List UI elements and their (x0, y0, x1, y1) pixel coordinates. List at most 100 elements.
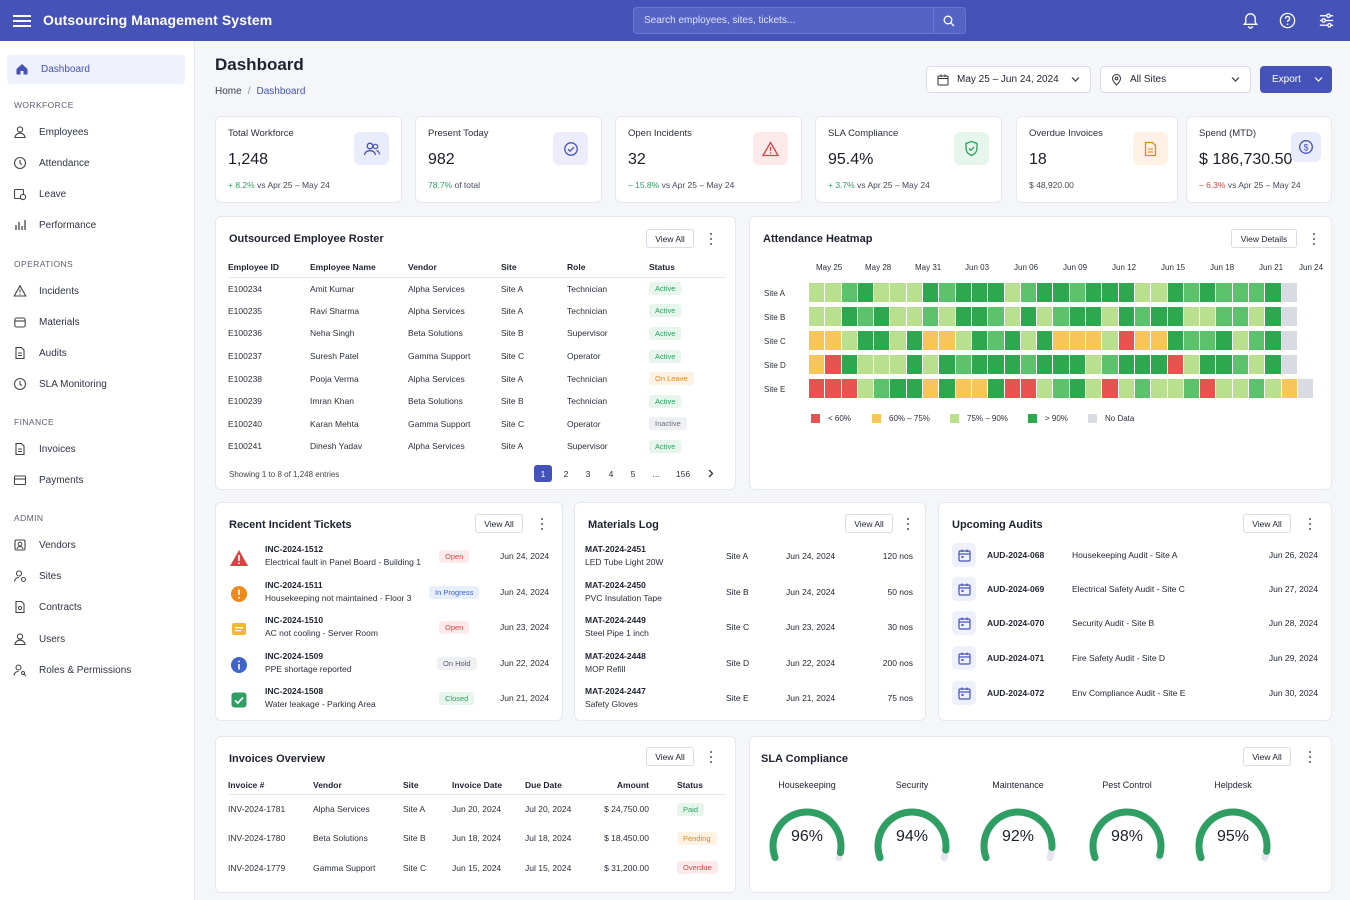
heatmap-cell[interactable] (1232, 331, 1249, 350)
heatmap-cell[interactable] (906, 379, 923, 398)
heatmap-cell[interactable] (1167, 379, 1183, 398)
sidebar-item-employees[interactable]: Employees (13, 122, 88, 142)
incident-item[interactable]: INC-2024-1511 Housekeeping not maintained… (228, 580, 558, 610)
audit-item[interactable]: AUD-2024-071 Fire Safety Audit - Site D Ju… (952, 646, 1320, 670)
heatmap-cell[interactable] (971, 379, 988, 398)
kpi-card-total-workforce[interactable]: Total Workforce 1,248 + 8.2% vs Apr 25 –… (215, 116, 402, 203)
heatmap-cell[interactable] (874, 379, 890, 398)
audit-item[interactable]: AUD-2024-070 Security Audit - Site B Jun 2… (952, 611, 1320, 635)
global-search[interactable] (633, 7, 966, 34)
material-item[interactable]: MAT-2024-2451 LED Tube Light 20W Site A Jun… (585, 544, 915, 574)
heatmap-cell[interactable] (1020, 283, 1037, 302)
heatmap-cell[interactable] (874, 307, 890, 326)
page-4-button[interactable]: 4 (608, 468, 614, 479)
heatmap-cell[interactable] (1118, 307, 1134, 326)
audit-item[interactable]: AUD-2024-072 Env Compliance Audit - Site … (952, 681, 1320, 705)
heatmap-cell[interactable] (1151, 283, 1167, 302)
heatmap-cell[interactable] (1281, 355, 1297, 374)
heatmap-cell[interactable] (874, 283, 890, 302)
date-range-picker[interactable]: May 25 – Jun 24, 2024 (926, 66, 1091, 93)
heatmap-cell[interactable] (1232, 379, 1249, 398)
heatmap-cell[interactable] (1118, 379, 1134, 398)
heatmap-cell[interactable] (971, 283, 988, 302)
page-2-button[interactable]: 2 (563, 468, 569, 479)
kpi-card-open-incidents[interactable]: Open Incidents 32 – 15.8% vs Apr 25 – Ma… (615, 116, 802, 203)
heatmap-cell[interactable] (1216, 331, 1232, 350)
heatmap-cell[interactable] (1216, 355, 1232, 374)
heatmap-cell[interactable] (923, 355, 939, 374)
heatmap-cell[interactable] (1183, 331, 1200, 350)
heatmap-cell[interactable] (1232, 283, 1249, 302)
sidebar-item-audits[interactable]: Audits (13, 343, 67, 363)
heatmap-cell[interactable] (1232, 307, 1249, 326)
heatmap-cell[interactable] (1020, 331, 1037, 350)
heatmap-cell[interactable] (825, 283, 841, 302)
kpi-card-sla-compliance[interactable]: SLA Compliance 95.4% + 3.7% vs Apr 25 – … (815, 116, 1002, 203)
heatmap-cell[interactable] (955, 355, 971, 374)
heatmap-cell[interactable] (1053, 307, 1069, 326)
heatmap-cell[interactable] (1167, 355, 1183, 374)
heatmap-cell[interactable] (1232, 355, 1249, 374)
hamburger-menu-icon[interactable] (13, 12, 31, 29)
view-details-button[interactable]: View Details (1231, 229, 1297, 248)
heatmap-cell[interactable] (825, 379, 841, 398)
sidebar-item-sla-monitoring[interactable]: SLA Monitoring (13, 374, 107, 394)
heatmap-cell[interactable] (1102, 379, 1118, 398)
heatmap-cell[interactable] (841, 355, 857, 374)
heatmap-cell[interactable] (1216, 283, 1232, 302)
heatmap-cell[interactable] (809, 307, 825, 326)
page-1-button[interactable]: 1 (534, 465, 552, 482)
table-row[interactable]: E100236 Neha Singh Beta Solutions Site B Sup… (228, 322, 726, 345)
heatmap-cell[interactable] (857, 355, 874, 374)
table-row[interactable]: E100241 Dinesh Yadav Alpha Services Site A S… (228, 435, 726, 458)
heatmap-cell[interactable] (1037, 379, 1053, 398)
heatmap-cell[interactable] (890, 331, 906, 350)
sidebar-item-dashboard[interactable]: Dashboard (15, 59, 90, 79)
heatmap-cell[interactable] (809, 355, 825, 374)
sidebar-item-invoices[interactable]: Invoices (13, 439, 76, 459)
heatmap-cell[interactable] (906, 307, 923, 326)
heatmap-cell[interactable] (1053, 331, 1069, 350)
heatmap-cell[interactable] (1118, 355, 1134, 374)
breadcrumb-home[interactable]: Home (215, 86, 242, 97)
chevron-right-icon[interactable] (707, 469, 715, 478)
sidebar-item-vendors[interactable]: Vendors (13, 535, 76, 555)
heatmap-cell[interactable] (1004, 379, 1020, 398)
heatmap-cell[interactable] (1053, 283, 1069, 302)
incident-item[interactable]: INC-2024-1509 PPE shortage reported On Hol… (228, 651, 558, 681)
table-row[interactable]: E100240 Karan Mehta Gamma Support Site C Ope… (228, 413, 726, 436)
heatmap-cell[interactable] (1134, 379, 1151, 398)
search-input[interactable] (634, 15, 929, 26)
bell-icon[interactable] (1241, 11, 1260, 30)
heatmap-cell[interactable] (1151, 355, 1167, 374)
material-item[interactable]: MAT-2024-2450 PVC Insulation Tape Site B Ju… (585, 580, 915, 610)
sla-gauge[interactable]: Pest Control 98% (1077, 780, 1177, 866)
heatmap-cell[interactable] (1069, 307, 1086, 326)
more-options-icon[interactable] (707, 232, 715, 246)
heatmap-cell[interactable] (988, 283, 1004, 302)
heatmap-cell[interactable] (1183, 283, 1200, 302)
sidebar-item-incidents[interactable]: Incidents (13, 281, 79, 301)
heatmap-cell[interactable] (988, 331, 1004, 350)
incident-item[interactable]: INC-2024-1508 Water leakage - Parking Are… (228, 686, 558, 716)
help-icon[interactable] (1278, 11, 1297, 30)
page-5-button[interactable]: 5 (630, 468, 636, 479)
heatmap-cell[interactable] (906, 283, 923, 302)
heatmap-cell[interactable] (906, 355, 923, 374)
heatmap-cell[interactable] (1086, 355, 1102, 374)
heatmap-cell[interactable] (1216, 307, 1232, 326)
heatmap-cell[interactable] (1053, 355, 1069, 374)
incident-item[interactable]: INC-2024-1510 AC not cooling - Server Roo… (228, 615, 558, 645)
heatmap-cell[interactable] (1265, 331, 1281, 350)
heatmap-cell[interactable] (1249, 331, 1265, 350)
heatmap-cell[interactable] (1037, 331, 1053, 350)
heatmap-cell[interactable] (1037, 355, 1053, 374)
heatmap-cell[interactable] (1183, 355, 1200, 374)
heatmap-cell[interactable] (1200, 355, 1216, 374)
heatmap-cell[interactable] (1004, 283, 1020, 302)
sidebar-item-contracts[interactable]: Contracts (13, 597, 82, 617)
heatmap-cell[interactable] (1297, 379, 1314, 398)
sidebar-item-sites[interactable]: Sites (13, 566, 61, 586)
heatmap-cell[interactable] (971, 331, 988, 350)
more-options-icon[interactable] (538, 517, 546, 531)
